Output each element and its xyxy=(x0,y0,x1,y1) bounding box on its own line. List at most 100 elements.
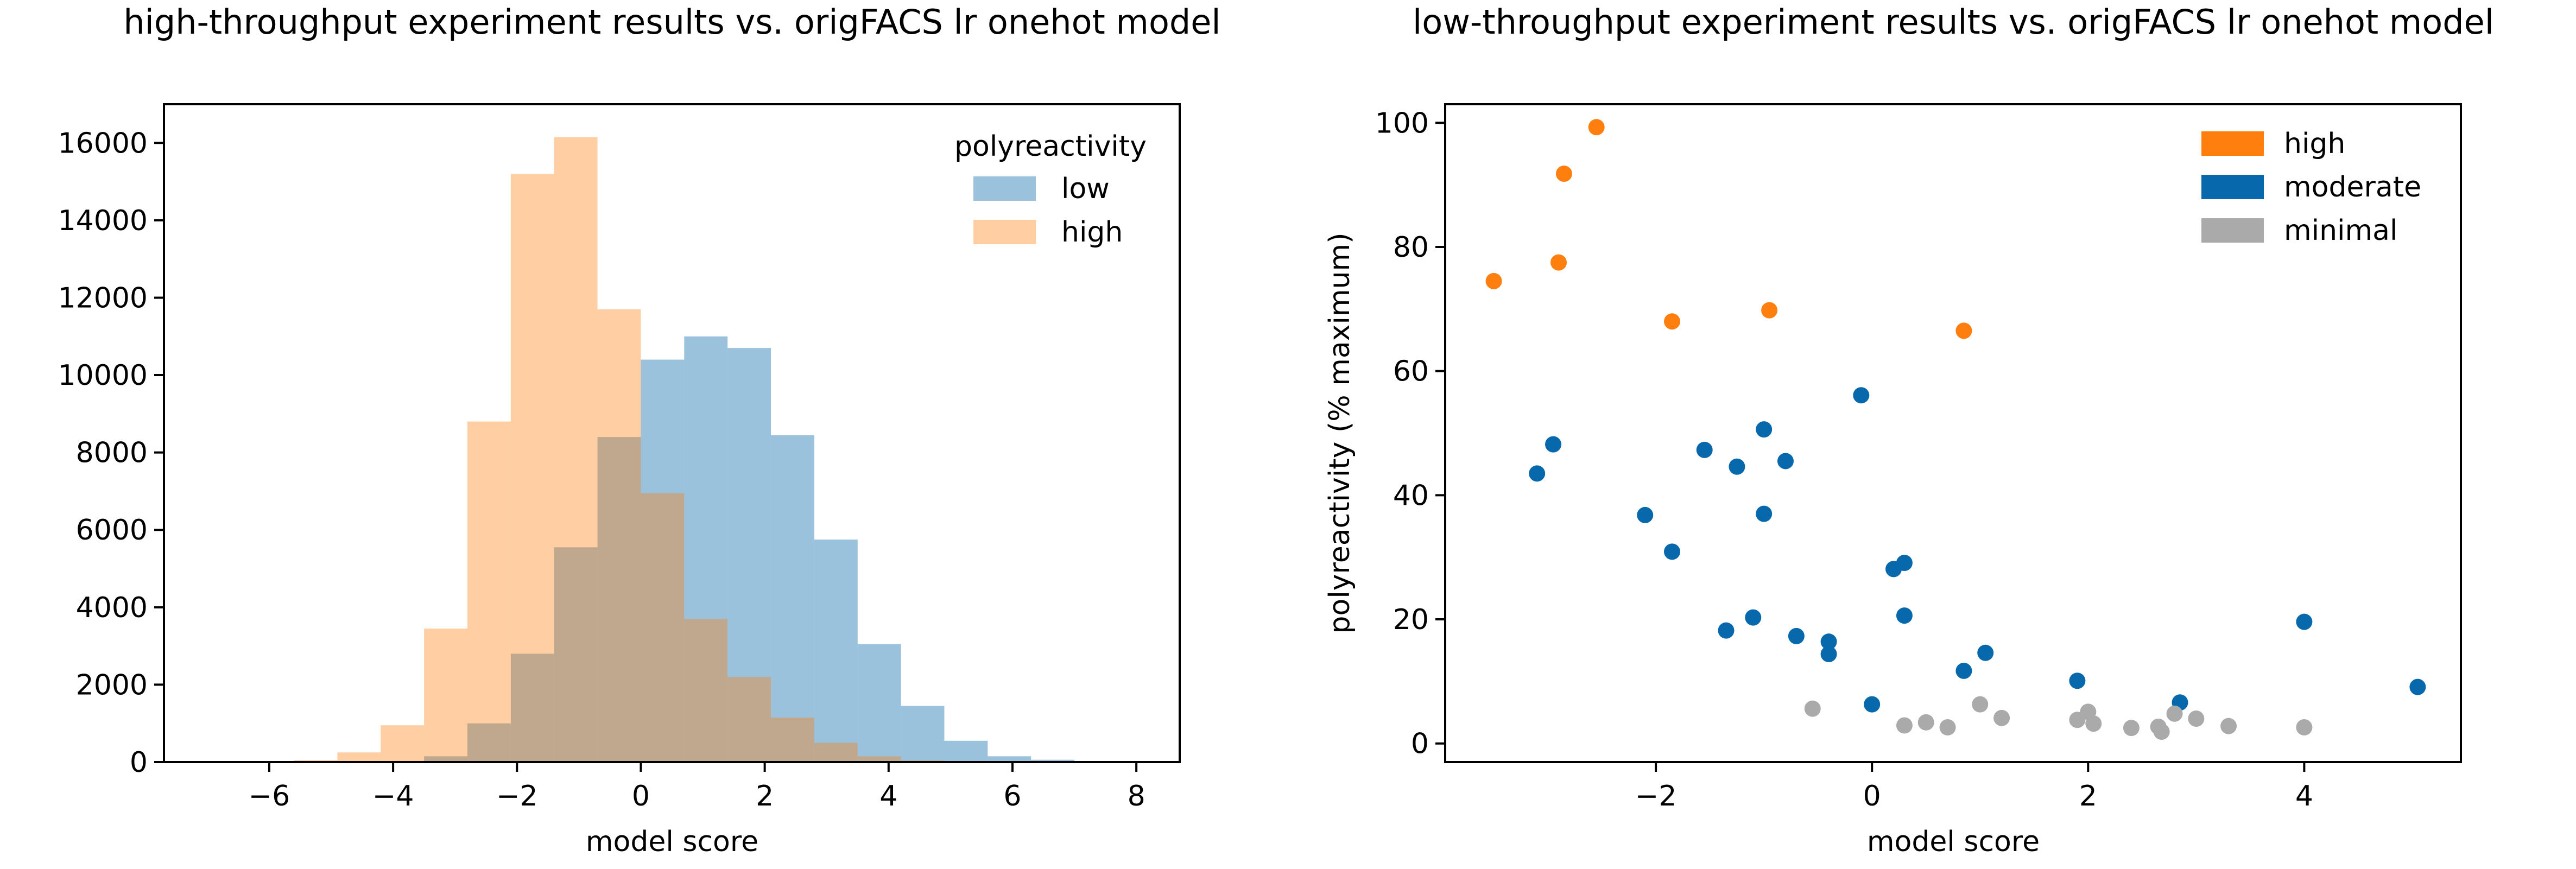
scatter-point-moderate xyxy=(2296,613,2313,630)
histogram-legend-title: polyreactivity xyxy=(954,130,1147,163)
histogram-panel: high-throughput experiment results vs. o… xyxy=(58,2,1221,858)
scatter-point-high xyxy=(1761,302,1778,319)
scatter-legend: high moderate minimal xyxy=(2201,128,2421,247)
scatter-series-minimal xyxy=(1804,696,2313,740)
scatter-x-tick-label: 4 xyxy=(2295,780,2313,813)
scatter-y-tick-label: 0 xyxy=(1411,728,1429,760)
scatter-point-moderate xyxy=(1545,436,1562,453)
histogram-bar-high xyxy=(771,718,814,762)
scatter-plot-area xyxy=(1485,119,2426,740)
histogram-bar-low xyxy=(814,540,858,762)
legend-swatch-high xyxy=(2201,131,2264,156)
histogram-bar-high xyxy=(857,756,901,762)
histogram-axes-frame xyxy=(163,103,1181,763)
scatter-point-moderate xyxy=(1896,607,1913,624)
scatter-title: low-throughput experiment results vs. or… xyxy=(1413,2,2494,42)
histogram-bar-low xyxy=(424,756,468,762)
legend-swatch-high xyxy=(973,220,1036,244)
scatter-point-moderate xyxy=(1529,465,1546,482)
histogram-x-tick-label: 2 xyxy=(756,780,774,813)
histogram-bar-low xyxy=(727,348,771,762)
histogram-bar-high xyxy=(814,743,858,762)
histogram-bar-low xyxy=(554,547,598,762)
histogram-title: high-throughput experiment results vs. o… xyxy=(123,2,1220,42)
scatter-point-moderate xyxy=(1756,505,1773,522)
legend-label-minimal: minimal xyxy=(2284,214,2397,247)
histogram-y-tick-label: 0 xyxy=(130,746,148,779)
scatter-point-minimal xyxy=(2123,720,2140,737)
histogram-x-tick-label: −4 xyxy=(372,780,414,813)
scatter-point-minimal xyxy=(2085,715,2102,732)
scatter-x-tick-label: 0 xyxy=(1863,780,1881,813)
histogram-x-axis-label: model score xyxy=(586,826,758,858)
histogram-bar-low xyxy=(901,706,945,762)
legend-swatch-moderate xyxy=(2201,175,2264,199)
scatter-point-minimal xyxy=(2166,705,2183,722)
scatter-y-tick-label: 60 xyxy=(1393,356,1429,388)
scatter-point-moderate xyxy=(1745,609,1762,626)
scatter-series-high xyxy=(1485,119,1972,339)
scatter-point-moderate xyxy=(1864,696,1881,713)
histogram-series-low xyxy=(424,336,1118,762)
histogram-bar-low xyxy=(510,654,554,762)
scatter-point-moderate xyxy=(1637,506,1654,523)
histogram-x-tick-label: −2 xyxy=(496,780,538,813)
histogram-bar-low xyxy=(944,740,988,762)
scatter-x-tick-label: 2 xyxy=(2079,780,2097,813)
histogram-y-tick-label: 10000 xyxy=(58,359,148,392)
scatter-point-high xyxy=(1955,322,1972,339)
histogram-x-tick-label: 8 xyxy=(1128,780,1145,813)
histogram-y-tick-label: 12000 xyxy=(58,282,148,314)
scatter-point-moderate xyxy=(1729,458,1745,475)
histogram-series-high xyxy=(294,137,945,763)
scatter-point-moderate xyxy=(2409,678,2426,695)
scatter-point-moderate xyxy=(1663,543,1680,560)
scatter-point-high xyxy=(1550,254,1567,271)
histogram-bar-high xyxy=(684,619,728,762)
histogram-x-tick-label: 4 xyxy=(879,780,897,813)
scatter-point-high xyxy=(1588,119,1605,136)
scatter-point-moderate xyxy=(2069,673,2086,689)
histogram-bar-high xyxy=(337,752,381,762)
scatter-point-high xyxy=(1555,166,1572,182)
histogram-bar-high xyxy=(641,493,685,762)
histogram-bar-high xyxy=(424,629,468,762)
histogram-y-tick-label: 6000 xyxy=(76,514,148,547)
scatter-point-minimal xyxy=(2153,723,2170,740)
scatter-point-moderate xyxy=(1696,441,1713,458)
histogram-x-ticks: −6 −4 −2 0 2 4 6 8 xyxy=(249,762,1145,813)
histogram-bar-low xyxy=(597,437,641,762)
scatter-point-minimal xyxy=(1993,709,2010,726)
histogram-bar-low xyxy=(771,435,814,762)
scatter-y-tick-label: 80 xyxy=(1393,231,1429,264)
scatter-point-minimal xyxy=(1804,700,1821,717)
scatter-point-minimal xyxy=(2188,710,2205,727)
histogram-y-tick-label: 8000 xyxy=(76,437,148,470)
scatter-point-moderate xyxy=(1718,622,1735,639)
scatter-y-tick-label: 100 xyxy=(1375,107,1429,139)
scatter-x-ticks: −2 0 2 4 xyxy=(1635,762,2313,813)
histogram-y-tick-label: 14000 xyxy=(58,205,148,237)
histogram-bar-high xyxy=(510,174,554,763)
histogram-bar-low xyxy=(641,359,685,762)
histogram-bar-high xyxy=(381,725,425,762)
scatter-point-moderate xyxy=(1853,387,1870,404)
histogram-bar-high xyxy=(554,137,598,763)
legend-label-high: high xyxy=(1061,216,1123,249)
scatter-point-minimal xyxy=(1972,696,1989,713)
scatter-point-moderate xyxy=(1896,554,1913,571)
scatter-y-tick-label: 20 xyxy=(1393,604,1429,636)
scatter-panel: low-throughput experiment results vs. or… xyxy=(1324,2,2494,858)
legend-label-low: low xyxy=(1061,173,1110,205)
scatter-point-minimal xyxy=(2296,719,2313,735)
histogram-x-tick-label: 0 xyxy=(632,780,650,813)
scatter-y-axis-label: polyreactivity (% maximum) xyxy=(1324,233,1356,634)
histogram-y-tick-label: 4000 xyxy=(76,592,148,624)
legend-swatch-minimal xyxy=(2201,218,2264,243)
histogram-x-tick-label: 6 xyxy=(1003,780,1021,813)
histogram-legend: polyreactivity low high xyxy=(954,130,1147,249)
histogram-bar-low xyxy=(988,756,1031,762)
histogram-bar-low xyxy=(1031,759,1075,762)
histogram-bar-high xyxy=(467,421,511,762)
